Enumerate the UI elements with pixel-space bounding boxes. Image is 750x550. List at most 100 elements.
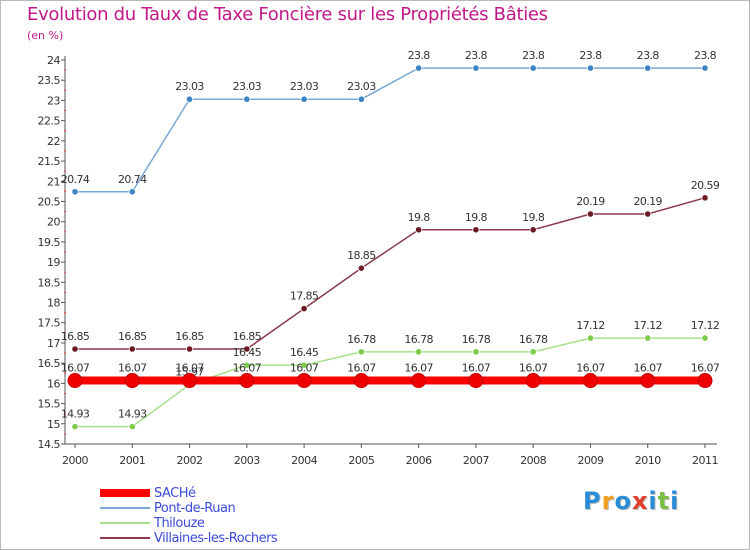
data-label-villaines-les-rochers: 16.85 xyxy=(61,330,90,343)
data-label-villaines-les-rochers: 16.85 xyxy=(175,330,204,343)
data-point-sach- xyxy=(468,373,484,389)
data-label-sach-: 16.07 xyxy=(691,362,720,375)
data-point-thilouze xyxy=(472,348,480,356)
data-point-villaines-les-rochers xyxy=(644,210,652,218)
data-point-thilouze xyxy=(415,348,423,356)
data-point-villaines-les-rochers xyxy=(243,345,251,353)
data-point-villaines-les-rochers xyxy=(128,345,136,353)
data-point-sach- xyxy=(697,373,713,389)
data-point-sach- xyxy=(124,373,140,389)
y-tick-label: 23.5 xyxy=(38,74,61,87)
data-point-pont-de-ruan xyxy=(243,95,251,103)
y-tick-label: 17 xyxy=(47,337,60,350)
data-label-thilouze: 16.45 xyxy=(290,346,319,359)
data-point-pont-de-ruan xyxy=(472,64,480,72)
data-label-pont-de-ruan: 23.8 xyxy=(465,49,488,62)
data-label-villaines-les-rochers: 16.85 xyxy=(233,330,262,343)
logo-letter: P xyxy=(583,487,602,515)
data-label-villaines-les-rochers: 19.8 xyxy=(408,211,431,224)
data-point-pont-de-ruan xyxy=(71,188,79,196)
data-point-villaines-les-rochers xyxy=(701,194,709,202)
legend-swatch xyxy=(100,507,150,509)
data-label-sach-: 16.07 xyxy=(576,362,605,375)
data-point-pont-de-ruan xyxy=(529,64,537,72)
y-tick-label: 19 xyxy=(47,256,60,269)
data-label-thilouze: 16.78 xyxy=(404,333,433,346)
data-point-villaines-les-rochers xyxy=(415,226,423,234)
data-label-thilouze: 16.45 xyxy=(233,346,262,359)
data-label-villaines-les-rochers: 17.85 xyxy=(290,290,319,303)
x-tick-label: 2002 xyxy=(177,454,203,467)
y-tick-label: 24 xyxy=(47,54,60,67)
x-tick-label: 2010 xyxy=(635,454,661,467)
data-label-pont-de-ruan: 23.03 xyxy=(175,80,204,93)
legend-swatch xyxy=(100,489,150,497)
data-label-villaines-les-rochers: 19.8 xyxy=(522,211,545,224)
y-tick-label: 15.5 xyxy=(38,398,61,411)
data-label-pont-de-ruan: 23.03 xyxy=(290,80,319,93)
data-point-pont-de-ruan xyxy=(357,95,365,103)
data-label-villaines-les-rochers: 20.59 xyxy=(691,179,720,192)
data-label-pont-de-ruan: 23.8 xyxy=(522,49,545,62)
logo-letter: r xyxy=(601,487,615,515)
data-point-pont-de-ruan xyxy=(185,95,194,103)
y-tick-label: 16.5 xyxy=(38,357,61,370)
series-line-thilouze xyxy=(75,337,705,428)
data-point-thilouze xyxy=(243,361,251,369)
data-point-sach- xyxy=(182,373,198,389)
legend-item: SACHé xyxy=(100,486,196,501)
data-point-pont-de-ruan xyxy=(644,64,652,72)
data-label-thilouze: 16.78 xyxy=(462,333,491,346)
legend-swatch xyxy=(100,522,150,524)
x-tick-label: 2001 xyxy=(119,454,145,467)
data-point-pont-de-ruan xyxy=(300,95,308,103)
data-label-thilouze: 17.12 xyxy=(576,319,605,332)
x-tick-label: 2009 xyxy=(577,454,603,467)
data-point-sach- xyxy=(640,373,656,389)
y-tick-label: 22 xyxy=(47,135,60,148)
x-tick-label: 2004 xyxy=(291,454,317,467)
data-point-thilouze xyxy=(701,334,709,342)
data-label-villaines-les-rochers: 18.85 xyxy=(347,249,376,262)
data-point-villaines-les-rochers xyxy=(357,264,365,272)
data-label-sach-: 16.07 xyxy=(633,362,662,375)
data-label-villaines-les-rochers: 19.8 xyxy=(465,211,488,224)
x-tick-label: 2005 xyxy=(348,454,374,467)
data-label-sach-: 16.07 xyxy=(118,362,147,375)
data-label-villaines-les-rochers: 20.19 xyxy=(576,195,605,208)
data-point-sach- xyxy=(582,373,598,389)
legend-item: Villaines-les-Rochers xyxy=(100,531,278,546)
proxiti-logo: Proxiti xyxy=(583,487,679,515)
chart-unit-label: (en %) xyxy=(27,29,64,42)
x-tick-label: 2003 xyxy=(234,454,260,467)
logo-letter: o xyxy=(614,487,632,515)
y-tick-label: 16 xyxy=(47,377,60,390)
data-label-sach-: 16.07 xyxy=(462,362,491,375)
data-point-thilouze xyxy=(644,334,652,342)
data-label-pont-de-ruan: 23.8 xyxy=(408,49,431,62)
x-tick-label: 2011 xyxy=(692,454,718,467)
y-tick-label: 17.5 xyxy=(38,317,61,330)
data-point-pont-de-ruan xyxy=(586,64,595,72)
data-point-thilouze xyxy=(586,334,595,342)
data-point-pont-de-ruan xyxy=(701,64,709,72)
data-label-pont-de-ruan: 20.74 xyxy=(118,173,147,186)
data-point-villaines-les-rochers xyxy=(185,345,194,353)
logo-letter: i xyxy=(648,487,658,515)
data-label-pont-de-ruan: 23.8 xyxy=(637,49,660,62)
data-point-sach- xyxy=(411,373,427,389)
legend-item: Thilouze xyxy=(100,516,205,531)
logo-letter: i xyxy=(670,487,680,515)
data-label-sach-: 16.07 xyxy=(175,362,204,375)
legend-label: Pont-de-Ruan xyxy=(154,500,236,516)
logo-letter: t xyxy=(657,487,671,515)
data-point-sach- xyxy=(296,373,312,389)
data-label-sach-: 16.07 xyxy=(233,362,262,375)
data-label-sach-: 16.07 xyxy=(61,362,90,375)
data-label-pont-de-ruan: 20.74 xyxy=(61,173,90,186)
y-tick-label: 19.5 xyxy=(38,236,61,249)
data-label-thilouze: 15.97 xyxy=(175,366,204,379)
y-tick-label: 15 xyxy=(47,418,60,431)
logo-letter: x xyxy=(631,487,649,515)
data-point-sach- xyxy=(239,373,255,389)
